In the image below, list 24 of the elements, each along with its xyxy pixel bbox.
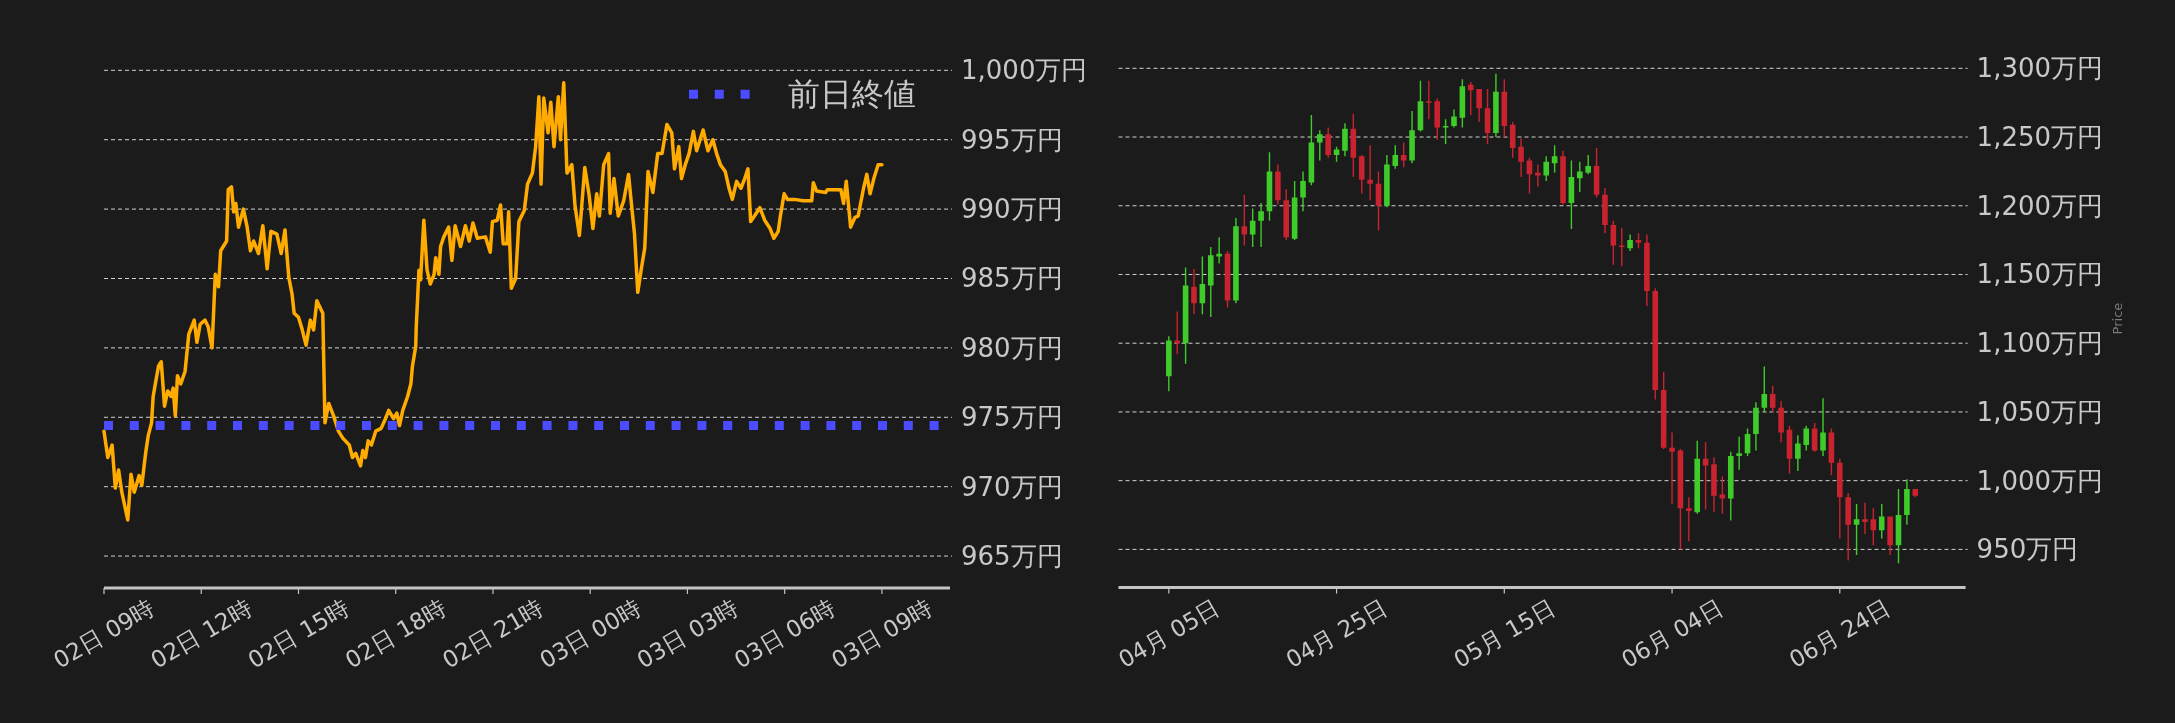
- y-tick-label: 1,000万円: [961, 55, 1088, 86]
- y-tick-label: 975万円: [961, 402, 1063, 433]
- y-axis-title: Price: [2110, 302, 2126, 335]
- x-tick-label: 06月 04日: [1617, 594, 1727, 673]
- y-tick-label: 985万円: [961, 263, 1063, 294]
- x-tick-label: 06月 24日: [1784, 594, 1895, 673]
- y-tick-label: 1,000万円: [1976, 465, 2104, 496]
- y-tick-label: 1,150万円: [1976, 259, 2104, 290]
- y-tick-label: 950万円: [1976, 534, 2079, 565]
- legend: 前日終値: [689, 75, 916, 114]
- y-tick-label: 980万円: [961, 332, 1063, 363]
- y-tick-label: 990万円: [961, 194, 1063, 225]
- x-tick-label: 05月 15日: [1449, 594, 1560, 673]
- x-tick-label: 04月 05日: [1113, 594, 1224, 673]
- y-tick-label: 965万円: [961, 541, 1063, 572]
- y-tick-label: 1,300万円: [1976, 53, 2104, 84]
- y-tick-label: 1,050万円: [1976, 396, 2104, 427]
- x-tick-label: 04月 25日: [1281, 594, 1392, 673]
- y-tick-label: 995万円: [961, 124, 1063, 155]
- y-tick-label: 1,100万円: [1976, 328, 2104, 359]
- y-tick-label: 1,250万円: [1976, 122, 2104, 153]
- legend-label: 前日終値: [788, 75, 916, 114]
- y-tick-label: 970万円: [961, 471, 1063, 502]
- y-tick-label: 1,200万円: [1976, 190, 2104, 221]
